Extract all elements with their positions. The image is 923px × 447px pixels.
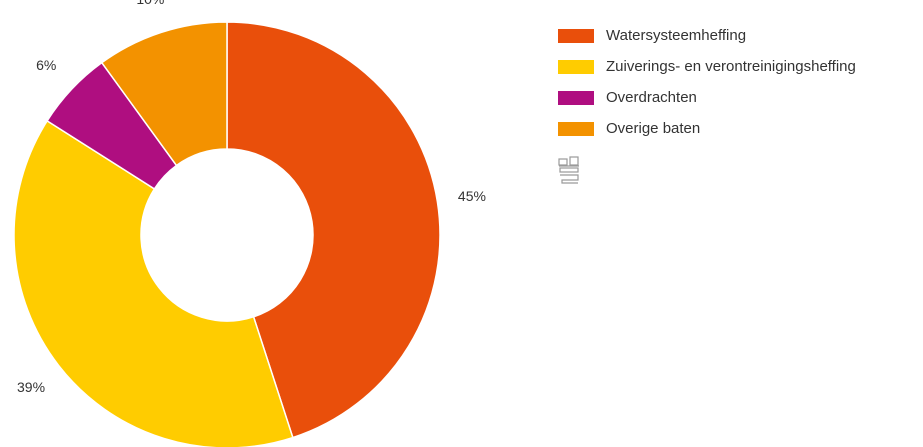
legend-label: Overige baten (606, 120, 701, 137)
slice-overige-baten[interactable] (100, 21, 228, 167)
cbs-logo-icon (558, 156, 580, 191)
slice-label: 6% (36, 57, 56, 73)
slice-zuiverings-en-verontreinigingsheffing[interactable] (13, 119, 294, 447)
legend-swatch (558, 90, 594, 105)
legend-item-watersysteemheffing[interactable]: Watersysteemheffing (558, 24, 856, 47)
slice-label: 45% (458, 188, 486, 204)
legend-item-overige-baten[interactable]: Overige baten (558, 117, 856, 140)
legend-label: Watersysteemheffing (606, 27, 747, 44)
legend: Watersysteemheffing Zuiverings- en veron… (558, 24, 856, 148)
slice-watersysteemheffing[interactable] (226, 21, 441, 439)
legend-swatch (558, 59, 594, 74)
donut-chart: 45% 39% 6% 10% (13, 0, 486, 447)
legend-item-overdrachten[interactable]: Overdrachten (558, 86, 856, 109)
legend-item-zuiveringsheffing[interactable]: Zuiverings- en verontreinigingsheffing (558, 55, 856, 78)
legend-swatch (558, 121, 594, 136)
slice-label: 10% (136, 0, 164, 7)
legend-label: Overdrachten (606, 89, 697, 106)
slice-label: 39% (17, 379, 45, 395)
legend-swatch (558, 28, 594, 43)
legend-label: Zuiverings- en verontreinigingsheffing (606, 58, 856, 75)
